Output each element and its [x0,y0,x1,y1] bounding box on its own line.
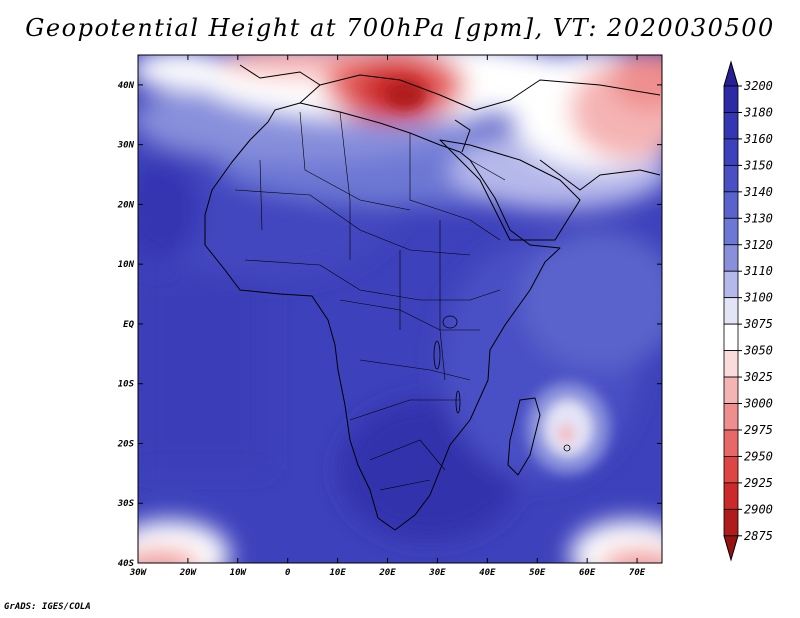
colorbar-label: 3050 [743,344,773,358]
colorbar: 3200 3180 3160 3150 3140 3130 3120 3110 3100 3075… [723,60,773,562]
colorbar-swatch [723,403,739,431]
colorbar-swatch [723,323,739,351]
colorbar-label: 3100 [743,291,773,305]
lon-tick-label: 10W [230,568,248,578]
lat-tick-label: 20N [117,200,135,210]
lat-tick-label: 30N [117,141,135,151]
lat-tick-label: 40N [118,81,135,91]
colorbar-swatch [723,138,739,166]
map-frame: 30W 20W 10W 0 10E 20E 30E 40E 50E 60E 70E 40N 30N 20… [117,54,663,578]
lon-tick-label: 70E [629,568,646,578]
colorbar-label: 3120 [743,238,773,252]
colorbar-swatch [723,270,739,299]
grads-credit: GrADS: IGES/COLA [4,602,91,612]
colorbar-swatch [723,112,739,140]
colorbar-label: 3160 [743,132,773,146]
colorbar-bottom-arrow [723,535,739,562]
lon-tick-label: 30W [129,568,148,578]
colorbar-swatch [723,244,739,272]
colorbar-swatch [723,164,739,193]
lakes [433,315,571,452]
lon-tick-label: 10E [329,568,346,578]
colorbar-swatch [723,350,739,378]
colorbar-swatch [723,376,739,404]
colorbar-label: 2875 [744,529,773,543]
colorbar-swatch [723,191,739,219]
colorbar-swatch [723,456,739,484]
colorbar-swatch [723,297,739,325]
colorbar-label: 2925 [744,476,773,490]
lat-tick-label: 10S [118,380,135,390]
colorbar-swatch [723,508,739,537]
lon-tick-label: 20E [378,568,396,578]
lon-tick-label: 20W [179,568,198,578]
lat-tick-label: 20S [117,439,135,449]
country-borders [234,111,506,491]
colorbar-label: 3150 [743,158,773,172]
lon-tick-label: 50E [529,568,546,578]
lon-tick-label: 30E [428,568,446,578]
colorbar-label: 3075 [743,317,773,331]
colorbar-label: 3025 [743,370,773,384]
lat-tick-label: 10N [118,260,135,270]
colorbar-label: 2950 [744,449,773,463]
colorbar-label: 3000 [743,397,773,411]
lon-tick-label: 60E [579,568,596,578]
colorbar-swatch [723,429,739,457]
colorbar-swatch [723,482,739,510]
colorbar-top-arrow [723,60,739,87]
colorbar-label: 3110 [743,264,773,278]
lat-tick-label: 40S [118,559,135,569]
lat-tick-label: EQ [123,320,134,330]
colorbar-label: 3180 [743,105,773,119]
height-field [138,55,662,563]
lon-tick-label: 0 [285,568,291,578]
colorbar-label: 3140 [743,185,773,199]
map-title: Geopotential Height at 700hPa [gpm], VT:… [25,14,775,42]
lon-tick-label: 40E [479,568,496,578]
colorbar-label: 2900 [744,502,773,516]
colorbar-label: 2975 [744,423,773,437]
colorbar-label: 3200 [743,79,773,93]
colorbar-label: 3130 [743,211,773,225]
colorbar-swatch [723,85,739,113]
colorbar-swatch [723,217,739,246]
lat-tick-label: 30S [117,499,135,509]
